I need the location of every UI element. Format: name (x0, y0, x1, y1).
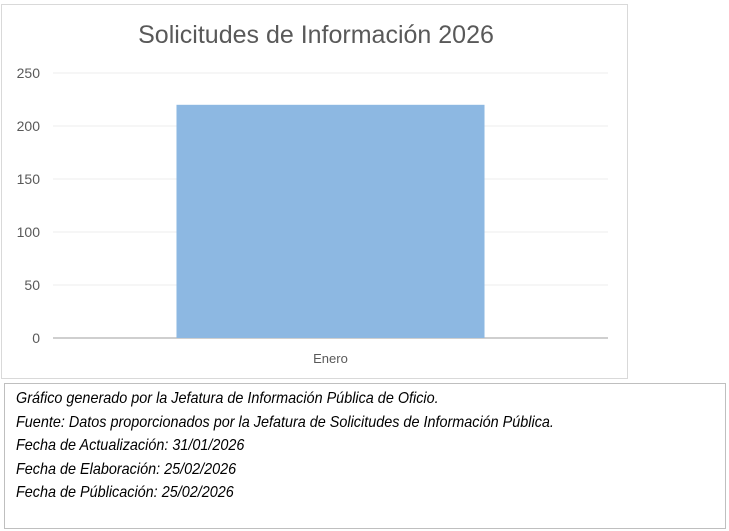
note-update-date: Fecha de Actualización: 31/01/2026 (16, 437, 245, 454)
x-tick-label: Enero (313, 351, 348, 366)
note-source: Fuente: Datos proporcionados por la Jefa… (16, 414, 554, 431)
y-tick-label: 150 (17, 171, 41, 187)
chart-container: Solicitudes de Información 2026 0 50 100 15… (1, 4, 628, 379)
note-publication-date: Fecha de Públicación: 25/02/2026 (16, 484, 234, 501)
y-tick-label: 100 (17, 224, 41, 240)
chart-title: Solicitudes de Información 2026 (138, 21, 494, 49)
y-tick-label: 200 (17, 118, 41, 134)
y-tick-label: 250 (17, 65, 41, 81)
chart-notes: Gráfico generado por la Jefatura de Info… (4, 383, 726, 529)
bar-chart: Solicitudes de Información 2026 0 50 100 15… (17, 21, 608, 366)
note-elaboration-date: Fecha de Elaboración: 25/02/2026 (16, 461, 237, 478)
bar-enero (176, 104, 485, 338)
note-generated-by: Gráfico generado por la Jefatura de Info… (16, 390, 439, 407)
y-tick-label: 50 (24, 277, 40, 293)
y-tick-label: 0 (32, 330, 40, 346)
